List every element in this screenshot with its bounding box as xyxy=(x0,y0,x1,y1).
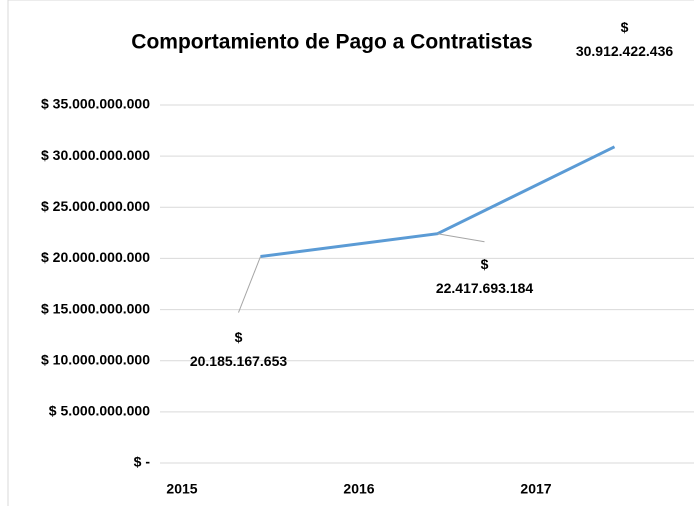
y-tick-label: $ 25.000.000.000 xyxy=(41,198,150,214)
data-label: $ 30.912.422.436 xyxy=(575,18,674,59)
y-tick-label: $ 20.000.000.000 xyxy=(41,249,150,265)
x-tick-label: 2016 xyxy=(343,481,374,497)
leader-line xyxy=(437,233,485,243)
x-tick-label: 2017 xyxy=(520,481,551,497)
y-tick-label: $ 15.000.000.000 xyxy=(41,300,150,316)
y-tick-label: $ 30.000.000.000 xyxy=(41,147,150,163)
chart-border xyxy=(7,0,694,506)
y-tick-label: $ 10.000.000.000 xyxy=(41,351,150,367)
line-series xyxy=(260,145,616,259)
x-tick-label: 2015 xyxy=(166,481,197,497)
y-tick-label: $ 35.000.000.000 xyxy=(41,96,150,112)
y-tick-label: $ - xyxy=(134,454,151,470)
data-label: $ 22.417.693.184 xyxy=(435,255,534,296)
y-tick-label: $ 5.000.000.000 xyxy=(49,403,150,419)
leader-line xyxy=(238,256,261,313)
chart-title: Comportamiento de Pago a Contratistas xyxy=(131,31,532,54)
data-label: $ 20.185.167.653 xyxy=(189,328,288,369)
